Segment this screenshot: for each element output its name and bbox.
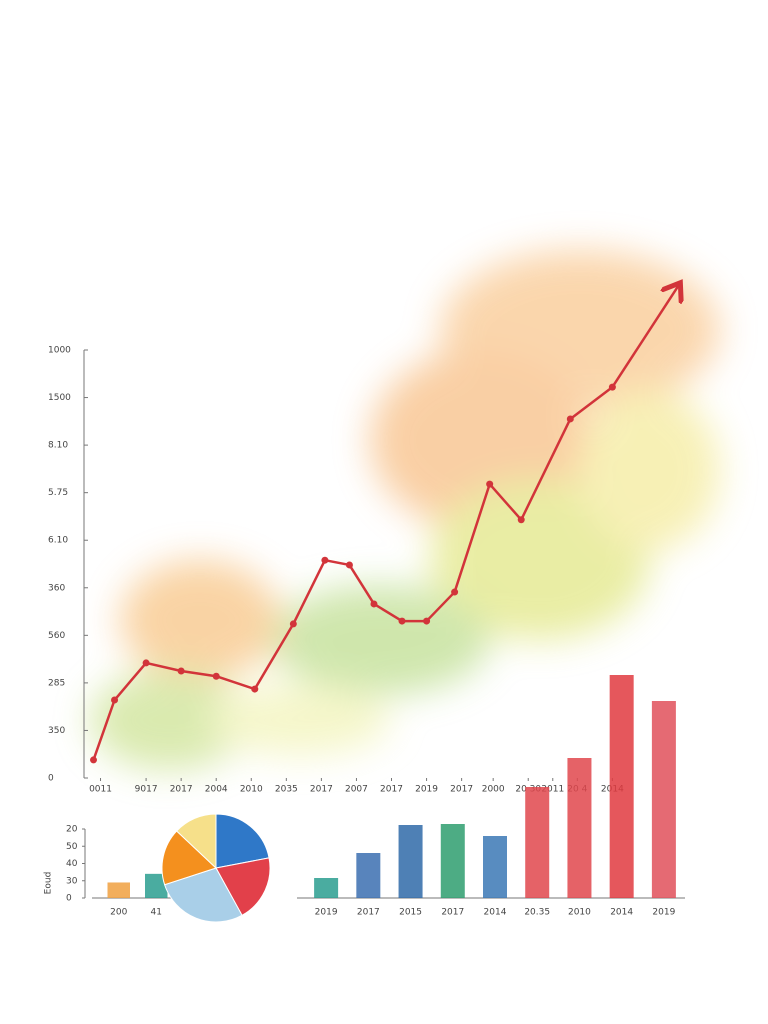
x-tick-label: 2019 — [415, 785, 438, 795]
line-series — [92, 285, 679, 761]
x-tick-label: 2035 — [275, 785, 298, 795]
y-tick-label: 30 — [66, 876, 78, 886]
pie-slice — [161, 830, 217, 886]
line-point — [345, 561, 353, 569]
x-tick-label: 2017 — [380, 785, 403, 795]
y-tick-label: 20 — [66, 825, 78, 835]
line-point — [142, 659, 150, 667]
x-tick-label: 2010 — [240, 785, 263, 795]
x-tick-label: 2017 — [170, 785, 193, 795]
x-tick-label: 200 — [110, 908, 127, 918]
y-tick-label: 1500 — [48, 393, 71, 403]
x-tick-label: 9017 — [135, 785, 158, 795]
watercolor-wash — [90, 250, 720, 770]
bar — [651, 701, 676, 898]
x-tick-label: 2017 — [441, 908, 464, 918]
line-point — [517, 516, 525, 524]
bar — [398, 825, 423, 898]
line-point — [251, 685, 259, 693]
y-axis-label: Eoud — [44, 872, 54, 895]
bar — [356, 853, 381, 898]
x-tick-label: 2015 — [399, 908, 422, 918]
line-point — [90, 756, 98, 764]
y-tick-label: 0 — [48, 774, 54, 784]
x-tick-label: 2014 — [610, 908, 633, 918]
x-tick-label: 2017 — [310, 785, 333, 795]
y-tick-label: 285 — [48, 678, 65, 688]
y-tick-label: 1000 — [48, 346, 71, 356]
x-tick-label: 20.35 — [524, 908, 550, 918]
line-point — [423, 617, 431, 625]
x-tick-label: 2019 — [315, 908, 338, 918]
line-point — [177, 667, 185, 675]
x-tick-label: 2014 — [484, 908, 507, 918]
x-tick-label: 2017 — [357, 908, 380, 918]
pie-slice — [164, 867, 243, 923]
x-tick-label: 0011 — [89, 785, 112, 795]
line-point — [289, 620, 297, 628]
line-point — [451, 588, 459, 596]
y-tick-label: 360 — [48, 583, 65, 593]
pie-slice — [175, 813, 217, 870]
y-tick-label: 560 — [48, 631, 65, 641]
x-tick-label: 2019 — [652, 908, 675, 918]
y-tick-label: 0 — [66, 894, 72, 904]
bar — [609, 675, 634, 898]
line-point — [486, 480, 494, 488]
bar — [145, 873, 168, 898]
line-point — [111, 696, 119, 704]
x-tick-label: 2000 — [482, 785, 505, 795]
x-tick-label: 41 — [151, 908, 162, 918]
bar — [440, 824, 465, 898]
pie-slice — [215, 813, 270, 869]
x-tick-label: 2007 — [345, 785, 368, 795]
bar — [483, 836, 507, 898]
line-point — [566, 415, 574, 423]
y-tick-label: 50 — [66, 842, 78, 852]
x-tick-label: 2017 — [450, 785, 473, 795]
y-tick-label: 40 — [66, 859, 78, 869]
line-point — [608, 383, 616, 391]
x-tick-label: 2010 — [568, 908, 591, 918]
bar — [525, 787, 550, 898]
bar — [107, 882, 130, 898]
line-point — [212, 672, 220, 680]
x-tick-label: 2004 — [205, 785, 228, 795]
y-tick-label: 8.10 — [48, 441, 68, 451]
bar — [314, 878, 339, 898]
bar — [567, 758, 592, 898]
line-point — [398, 617, 406, 625]
line-point — [370, 600, 378, 608]
y-tick-label: 5.75 — [48, 488, 68, 498]
pie-slice — [215, 857, 271, 917]
x-tick-label: 2011 — [541, 785, 564, 795]
line-point — [321, 556, 329, 564]
y-tick-label: 6.10 — [48, 536, 68, 546]
y-tick-label: 350 — [48, 726, 65, 736]
